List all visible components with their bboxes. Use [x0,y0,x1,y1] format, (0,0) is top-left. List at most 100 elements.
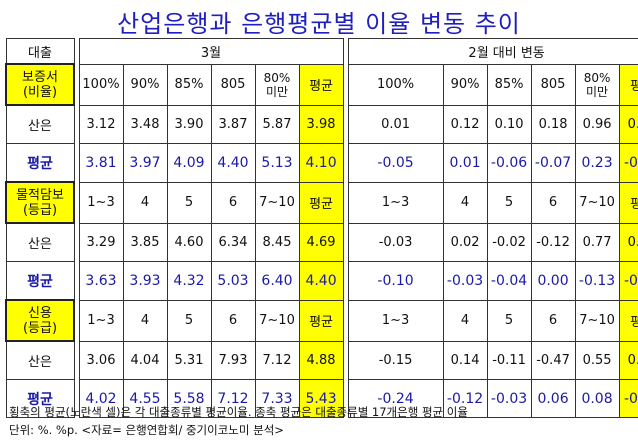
value-cell: 3.97 [122,143,168,183]
value-cell: 7.93 [210,340,256,380]
column-header-line: 90% [130,77,160,92]
footnote-2: 단위: %. %p. <자료= 은행연합회/ 중기이코노미 분석> [9,423,284,437]
section-header-row: 신용(등급) 1~3 4 5 6 7~10 평균 1~3 4 5 6 7~10 평균 [5,299,638,342]
value-cell: 3.87 [210,104,256,144]
column-header-line: 6 [548,195,558,210]
value-cell: 3.93 [122,261,168,301]
column-header-line: 90% [450,77,480,92]
value-cell: 5.43 [298,379,344,418]
value-cell: 0.07 [618,340,638,380]
column-header: 80% 미만 [574,63,620,106]
value-cell: 3.06 [78,340,124,380]
value-cell: 0.06 [530,379,576,418]
column-header-line: 6 [228,313,238,328]
spacer [74,143,79,182]
column-header: 90% [122,63,168,106]
value-cell: -0.12 [442,379,488,418]
value-cell: 0.14 [442,340,488,380]
value-cell: 4.40 [210,143,256,183]
column-header-line: 7~10 [579,313,615,328]
column-header-line: 7~10 [259,313,295,328]
column-header-line: 5 [504,313,514,328]
value-cell: 0.55 [574,340,620,380]
value-cell: -0.24 [347,379,444,418]
column-header-line: 85% [174,77,204,92]
column-header: 6 [210,299,256,342]
column-header-line: 5 [184,313,194,328]
spacer [74,300,79,341]
table-row: 평균 3.81 3.97 4.09 4.40 5.13 4.10 -0.05 0.01 -0.06… [5,143,638,183]
value-cell: -0.13 [574,261,620,301]
column-header: 1~3 [78,181,124,224]
value-cell: -0.07 [530,143,576,183]
value-cell: 0.01 [347,104,444,144]
column-header: 1~3 [347,181,444,224]
column-header-line: 6 [548,313,558,328]
spacer [343,105,349,144]
column-header-line: 1~3 [381,313,410,328]
value-cell: 7.33 [254,379,300,418]
spacer [343,64,349,105]
value-cell: 4.04 [122,340,168,380]
table-row: 산은 3.12 3.48 3.90 3.87 5.87 3.98 0.01 0.12 0.10 0.… [5,104,638,144]
value-cell: -0.12 [530,222,576,262]
value-cell: -0.06 [486,143,532,183]
value-cell: 3.29 [78,222,124,262]
spacer [74,223,79,262]
section-header-row: 물적담보(등급) 1~3 4 5 6 7~10 평균 1~3 4 5 6 7~10 평균 [5,181,638,224]
column-header: 평균 [298,63,344,106]
value-cell: 0.05 [618,222,638,262]
spacer [74,379,79,418]
spacer [343,223,349,262]
spacer [343,379,349,418]
value-cell: 4.10 [298,143,344,183]
column-header-line: 7~10 [259,195,295,210]
row-label: 평균 [5,261,75,301]
column-header: 6 [530,181,576,224]
value-cell: -0.10 [347,261,444,301]
value-cell: -0.04 [618,261,638,301]
value-cell: 3.63 [78,261,124,301]
column-header-line: 1~3 [87,313,115,328]
column-header-line: 4 [140,195,150,210]
column-header: 85% [166,63,212,106]
value-cell: 6.34 [210,222,256,262]
value-cell: -0.02 [486,222,532,262]
value-cell: 4.02 [78,379,124,418]
section-label: 보증서 (비율) [5,63,75,106]
column-header: 805 [210,63,256,106]
value-cell: 0.23 [574,143,620,183]
row-label: 산은 [5,340,75,380]
column-header-line: 4 [460,195,470,210]
column-header-line: 805 [540,77,566,92]
value-cell: 6.40 [254,261,300,301]
section-label-line1: 신용 [28,305,52,321]
column-header: 평균 [618,299,638,342]
value-cell: -0.05 [347,143,444,183]
value-cell: 8.45 [254,222,300,262]
row-label: 산은 [5,222,75,262]
spacer [343,182,349,223]
column-header-line: 평균 [620,193,638,212]
column-header-line: 평균 [620,75,638,94]
column-header-line: 1~3 [87,195,115,210]
value-cell: 5.31 [166,340,212,380]
value-cell: -0.04 [486,261,532,301]
column-header: 5 [486,299,532,342]
value-cell: 0.12 [442,104,488,144]
column-header: 5 [486,181,532,224]
value-cell: 5.58 [166,379,212,418]
value-cell: 0.10 [486,104,532,144]
value-cell: 5.87 [254,104,300,144]
value-cell: 4.69 [298,222,344,262]
spacer [74,182,79,223]
column-header: 100% [347,63,444,106]
footnote-1: 횡축의 평균(노란색 셀)은 각 대출종류별 평균이율. 종축 평균은 대출종류… [9,405,468,419]
column-header: 805 [530,63,576,106]
section-label: 신용 (등급) [5,299,75,342]
column-header: 7~10 [574,181,620,224]
row-label: 평균 [5,379,75,418]
section-label-line2: (등급) [22,202,58,218]
value-cell: 3.98 [298,104,344,144]
column-header: 7~10 [574,299,620,342]
